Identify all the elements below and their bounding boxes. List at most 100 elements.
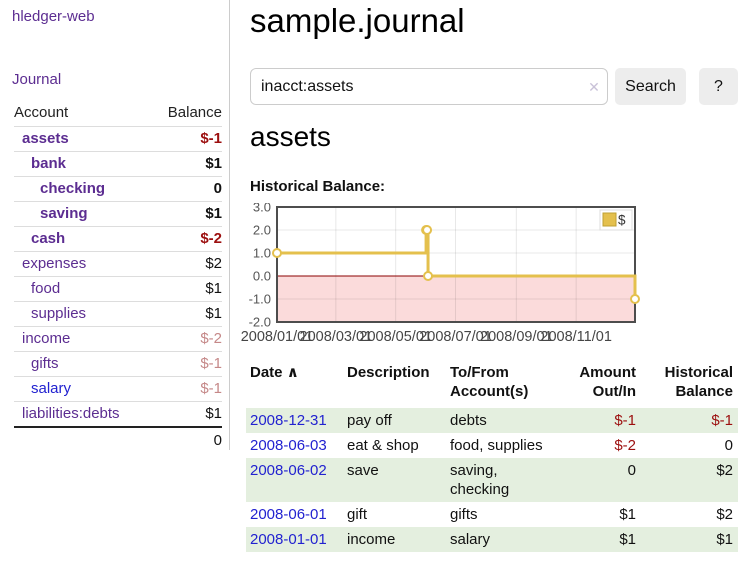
- account-balance: $1: [205, 205, 222, 222]
- account-row: gifts $-1: [14, 351, 222, 376]
- account-balance: $2: [205, 255, 222, 272]
- account-link-supplies[interactable]: supplies: [31, 305, 87, 322]
- account-link-bank[interactable]: bank: [31, 155, 67, 172]
- app-title-link[interactable]: hledger-web: [12, 8, 95, 25]
- register-rows: 2008-12-31 pay off debts $-1 $-1 2008-06-03 ea…: [246, 408, 738, 552]
- register-cell-description: save: [347, 462, 379, 479]
- x-axis-tick-label: 2008/05/01: [359, 329, 432, 345]
- account-link-gifts[interactable]: gifts: [31, 355, 59, 372]
- account-link-checking[interactable]: checking: [40, 180, 106, 197]
- account-link-income[interactable]: income: [22, 330, 71, 347]
- transaction-date-link[interactable]: 2008-06-02: [250, 462, 327, 479]
- accounts-table: Account Balance assets $-1 bank $1 checking 0…: [14, 101, 222, 453]
- search-bar: ✕ Search ?: [250, 68, 742, 105]
- register-cell-amount: $1: [619, 531, 636, 548]
- account-row: saving $1: [14, 201, 222, 226]
- account-link-expenses[interactable]: expenses: [22, 255, 87, 272]
- account-heading: assets: [250, 121, 331, 152]
- account-balance: $-1: [200, 380, 222, 397]
- x-axis-tick-label: 2008/03/01: [300, 329, 373, 345]
- data-point-marker: [422, 225, 433, 235]
- register-header: Date ∧ Description To/From Account(s) Am…: [246, 361, 738, 408]
- register-cell-description: pay off: [347, 412, 392, 429]
- clear-search-icon[interactable]: ✕: [588, 79, 600, 95]
- accounts-total-row: 0: [14, 426, 222, 453]
- transaction-date-link[interactable]: 2008-01-01: [250, 531, 327, 548]
- register-cell-accounts: saving, checking: [450, 462, 510, 498]
- x-axis-tick-label: 2008/11/01: [540, 329, 612, 345]
- y-axis-tick-label: 1.0: [253, 246, 271, 261]
- account-balance: $-2: [200, 230, 222, 247]
- register-header-balance: Historical Balance: [664, 364, 733, 400]
- register-cell-description: income: [347, 531, 396, 548]
- register-row: 2008-12-31 pay off debts $-1 $-1: [246, 408, 738, 433]
- account-balance: $-2: [200, 330, 222, 347]
- register-cell-balance: $1: [716, 531, 733, 548]
- register-cell-accounts: gifts: [450, 506, 478, 523]
- register-cell-accounts: debts: [450, 412, 487, 429]
- register-cell-amount: 0: [627, 462, 636, 479]
- y-axis-tick-label: 0.0: [253, 269, 271, 284]
- accounts-header-account: Account: [14, 104, 69, 121]
- legend-label: $: [618, 213, 626, 228]
- sort-ascending-icon: ∧: [286, 364, 299, 381]
- register-cell-date: 2008-06-03: [246, 433, 347, 458]
- register-cell-accounts: salary: [450, 531, 491, 548]
- sidebar-item-journal[interactable]: Journal: [12, 71, 62, 88]
- register-cell-accounts: food, supplies: [450, 437, 543, 454]
- register-cell-date: 2008-06-02: [246, 458, 347, 502]
- register-header-date[interactable]: Date ∧: [246, 361, 347, 404]
- negative-region: [277, 276, 635, 322]
- account-link-cash[interactable]: cash: [31, 230, 66, 247]
- data-point-marker: [423, 271, 434, 281]
- account-link-liabilities-debts[interactable]: liabilities:debts: [22, 405, 120, 422]
- account-balance: $1: [205, 280, 222, 297]
- chart-title: Historical Balance:: [250, 178, 386, 195]
- x-axis-tick-label: 2008/09/01: [480, 329, 553, 345]
- x-axis-tick-label: 2008/07/01: [419, 329, 492, 345]
- x-axis-tick-label: 2008/01/01: [241, 329, 314, 345]
- accounts-table-rows: assets $-1 bank $1 checking 0 saving $1 cash $-2 e…: [14, 126, 222, 426]
- register-cell-description: eat & shop: [347, 437, 419, 454]
- accounts-header-balance: Balance: [167, 104, 222, 121]
- account-link-food[interactable]: food: [31, 280, 61, 297]
- legend-swatch: [602, 212, 617, 227]
- account-row: assets $-1: [14, 126, 222, 151]
- account-balance: $-1: [200, 130, 222, 147]
- account-row: checking 0: [14, 176, 222, 201]
- register-table: Date ∧ Description To/From Account(s) Am…: [246, 361, 738, 552]
- register-row: 2008-06-03 eat & shop food, supplies $-2 0: [246, 433, 738, 458]
- account-balance: $1: [205, 405, 222, 422]
- help-button[interactable]: ?: [699, 68, 738, 105]
- search-button[interactable]: Search: [615, 68, 686, 105]
- sidebar: hledger-web Journal Account Balance asse…: [0, 0, 230, 450]
- transaction-date-link[interactable]: 2008-06-03: [250, 437, 327, 454]
- register-cell-description: gift: [347, 506, 368, 523]
- register-row: 2008-01-01 income salary $1 $1: [246, 527, 738, 552]
- transaction-date-link[interactable]: 2008-12-31: [250, 412, 327, 429]
- account-row: salary $-1: [14, 376, 222, 401]
- data-point-marker: [272, 248, 282, 258]
- accounts-table-header: Account Balance: [14, 101, 222, 126]
- y-axis-tick-label: 3.0: [253, 203, 271, 215]
- register-cell-date: 2008-12-31: [246, 408, 347, 433]
- register-cell-amount: $-1: [614, 412, 636, 429]
- register-cell-balance: 0: [724, 437, 733, 454]
- register-cell-date: 2008-06-01: [246, 502, 347, 527]
- transaction-date-link[interactable]: 2008-06-01: [250, 506, 327, 523]
- accounts-total-balance: 0: [213, 432, 222, 449]
- search-input[interactable]: [250, 68, 608, 105]
- register-cell-balance: $-1: [711, 412, 733, 429]
- account-link-salary[interactable]: salary: [31, 380, 72, 397]
- account-link-saving[interactable]: saving: [40, 205, 88, 222]
- account-row: bank $1: [14, 151, 222, 176]
- account-row: income $-2: [14, 326, 222, 351]
- account-row: food $1: [14, 276, 222, 301]
- register-cell-date: 2008-01-01: [246, 527, 347, 552]
- register-cell-amount: $1: [619, 506, 636, 523]
- y-axis-tick-label: -1.0: [249, 292, 271, 307]
- account-link-assets[interactable]: assets: [22, 130, 69, 147]
- register-cell-amount: $-2: [614, 437, 636, 454]
- account-balance: $1: [205, 305, 222, 322]
- register-row: 2008-06-01 gift gifts $1 $2: [246, 502, 738, 527]
